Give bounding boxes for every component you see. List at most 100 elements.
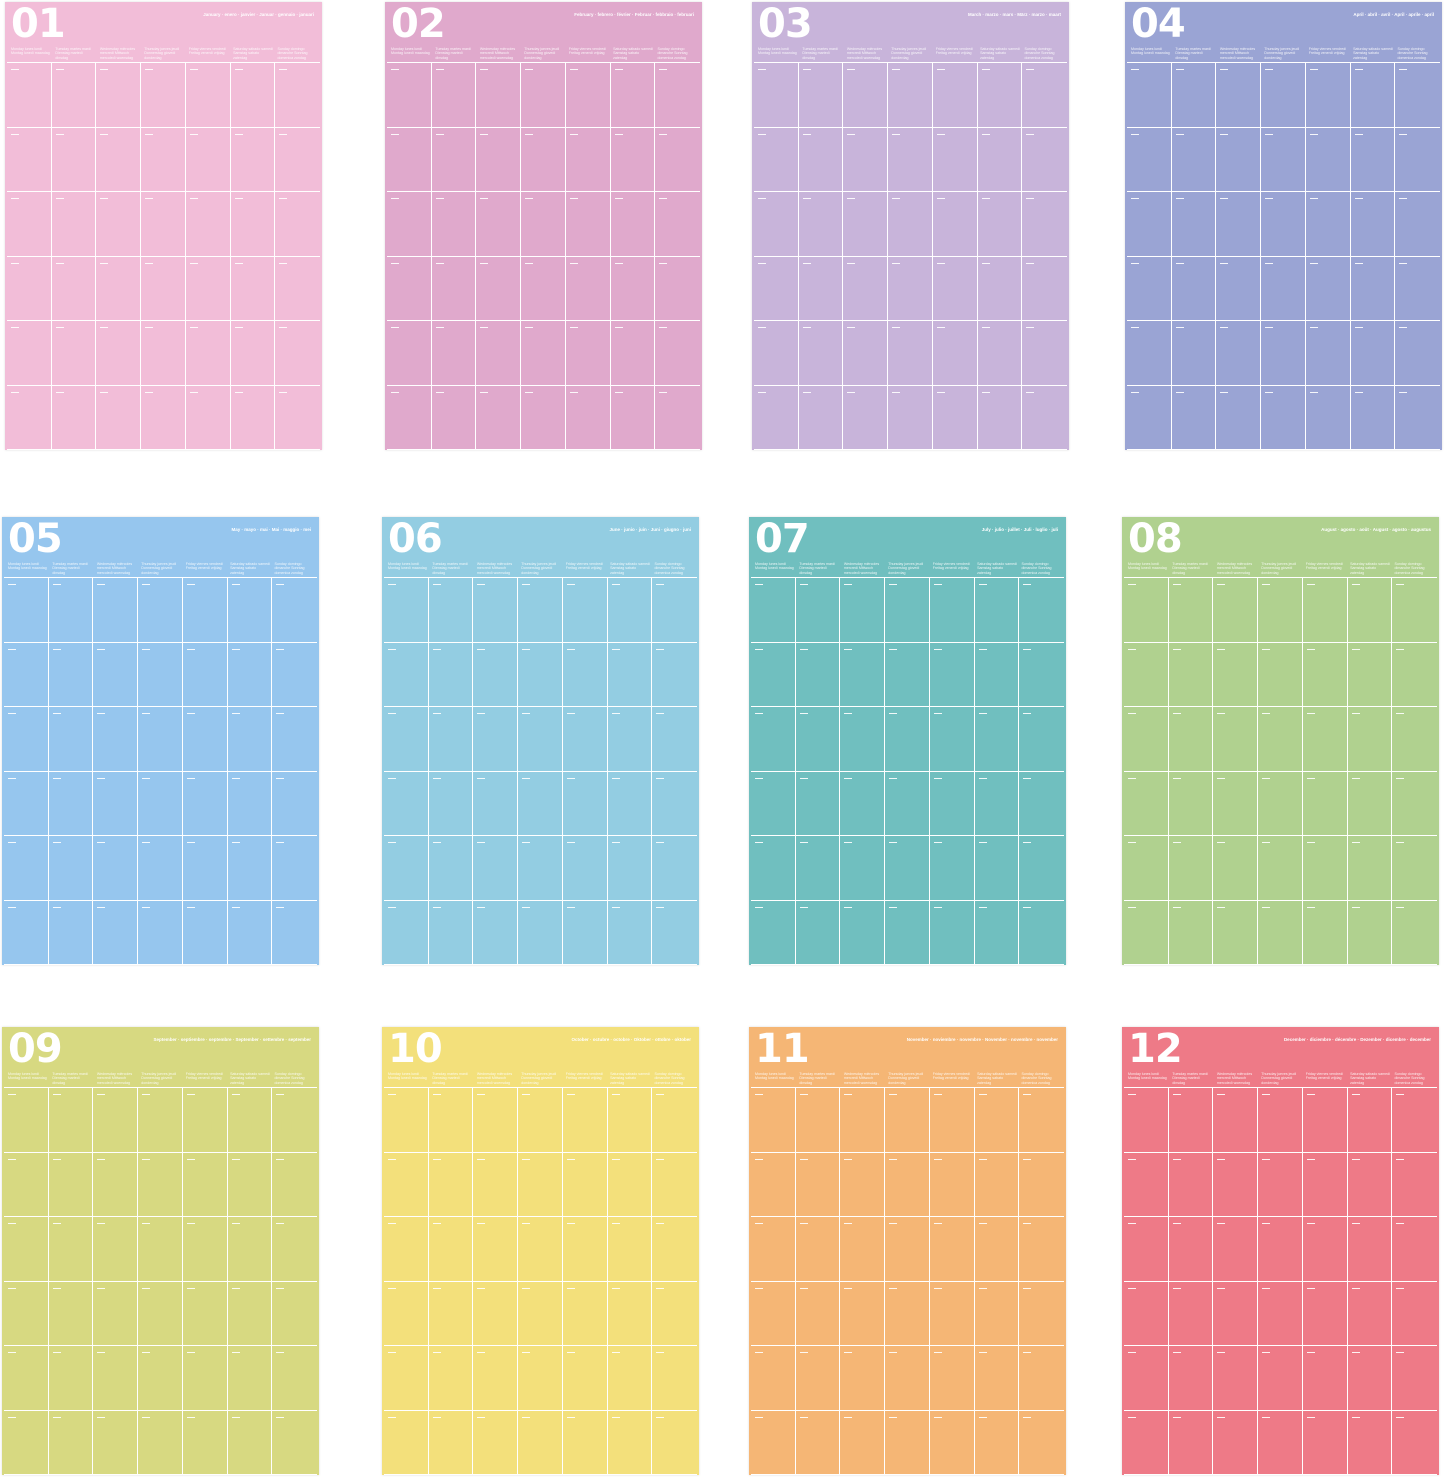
weekday-label: Wednesday miércoles mercredi Mittwoch me… [96, 1072, 133, 1085]
day-cell [1213, 1088, 1259, 1153]
weekday-label: Tuesday martes mardi Dienstag martedì di… [435, 47, 472, 60]
day-cell [518, 900, 563, 965]
day-cell [384, 1152, 429, 1217]
day-cell [4, 836, 49, 901]
day-cell [182, 1410, 228, 1475]
weekday-label: Thursday jueves jeudi Donnerstag giovedì… [144, 47, 180, 60]
day-cell [932, 192, 978, 257]
day-cell [227, 1088, 273, 1153]
day-cell [431, 321, 477, 386]
day-cell [51, 385, 97, 450]
day-cell [977, 385, 1023, 450]
day-cell [885, 1088, 930, 1153]
weekday-label: Tuesday martes mardi Dienstag martedì di… [52, 1072, 89, 1085]
day-cell [885, 1217, 930, 1282]
day-cell [272, 1153, 317, 1217]
day-cell [384, 836, 429, 901]
weekday-header: Monday lunes lundi Montag lunedì maandag… [9, 47, 320, 62]
day-cell [227, 900, 273, 965]
day-cell [1213, 1281, 1259, 1346]
day-cell [562, 900, 608, 965]
day-cell [275, 386, 320, 450]
weekday-label: Tuesday martes mardi Dienstag martedì di… [1172, 562, 1209, 575]
weekday-label: Thursday jueves jeudi Donnerstag giovedì… [888, 1072, 924, 1085]
day-cell [48, 707, 94, 772]
day-cell [431, 192, 477, 257]
day-cell [4, 1217, 49, 1282]
day-cell [1168, 900, 1214, 965]
day-cell [384, 900, 429, 965]
day-cell [476, 321, 522, 386]
day-cell [795, 1346, 841, 1411]
weekday-label: Wednesday miércoles mercredi Mittwoch me… [99, 47, 136, 60]
day-cell [1258, 900, 1303, 965]
day-cell [840, 642, 886, 707]
month-name: May · mayo · mai · Mai · maggio · mei [231, 527, 311, 532]
day-cell [7, 321, 52, 386]
month-name: March · marzo · mars · März · marzo · ma… [967, 12, 1061, 17]
day-cell [138, 642, 183, 707]
day-cell [1395, 321, 1440, 386]
day-cell [1302, 1152, 1348, 1217]
weekday-label: Monday lunes lundi Montag lunedì maandag [388, 562, 427, 571]
weekday-label: Saturday sábado samedi Samstag sabato za… [610, 562, 650, 575]
day-cell [840, 1152, 886, 1217]
month-number: 05 [8, 519, 62, 559]
day-cell [1302, 1281, 1348, 1346]
day-cell [1124, 900, 1169, 965]
day-cell [843, 127, 889, 192]
weekday-header: Monday lunes lundi Montag lunedì maandag… [756, 47, 1067, 62]
day-cell [518, 578, 563, 643]
day-cell [431, 256, 477, 321]
day-cell [1124, 771, 1169, 836]
day-cell [795, 836, 841, 901]
day-cell [655, 386, 700, 450]
weekday-label: Friday viernes vendredi Freitag venerdì … [932, 1072, 971, 1081]
day-cell [182, 771, 228, 836]
day-cell [1213, 1217, 1259, 1282]
day-cell [1305, 127, 1351, 192]
day-cell [1302, 642, 1348, 707]
day-cell [138, 771, 183, 836]
day-cell [565, 192, 611, 257]
day-cell [1019, 1411, 1064, 1475]
day-cell [1258, 707, 1303, 772]
day-grid [384, 577, 697, 965]
day-cell [384, 578, 429, 643]
day-cell [1022, 321, 1067, 386]
weekday-header: Monday lunes lundi Montag lunedì maandag… [1126, 1072, 1437, 1087]
day-cell [840, 771, 886, 836]
day-cell [754, 192, 799, 257]
month-sheet-10: 10 October · octubre · octobre · Oktober… [382, 1027, 699, 1475]
day-cell [1347, 1152, 1393, 1217]
weekday-label: Tuesday martes mardi Dienstag martedì di… [1172, 1072, 1209, 1085]
day-cell [1347, 1281, 1393, 1346]
month-sheet-01: 01 January · enero · janvier · Januar · … [5, 2, 322, 450]
day-cell [1258, 836, 1303, 901]
day-cell [751, 900, 796, 965]
day-cell [607, 578, 653, 643]
day-cell [932, 63, 978, 128]
day-cell [473, 1217, 519, 1282]
day-cell [1213, 1346, 1259, 1411]
day-cell [272, 578, 317, 643]
day-cell [1213, 1410, 1259, 1475]
day-cell [1347, 900, 1393, 965]
day-cell [840, 707, 886, 772]
day-cell [1261, 256, 1306, 321]
weekday-label: Thursday jueves jeudi Donnerstag giovedì… [1261, 562, 1297, 575]
day-cell [428, 900, 474, 965]
day-cell [182, 642, 228, 707]
day-cell [562, 771, 608, 836]
day-cell [4, 1088, 49, 1153]
weekday-label: Thursday jueves jeudi Donnerstag giovedì… [1261, 1072, 1297, 1085]
day-cell [1350, 385, 1396, 450]
weekday-label: Sunday domingo dimanche Sonntag domenica… [1021, 1072, 1052, 1085]
day-cell [93, 578, 139, 643]
day-cell [562, 1088, 608, 1153]
day-cell [48, 771, 94, 836]
day-cell [798, 127, 844, 192]
weekday-label: Saturday sábado samedi Samstag sabato za… [230, 1072, 270, 1085]
day-cell [138, 1152, 183, 1217]
month-number: 12 [1128, 1029, 1182, 1069]
